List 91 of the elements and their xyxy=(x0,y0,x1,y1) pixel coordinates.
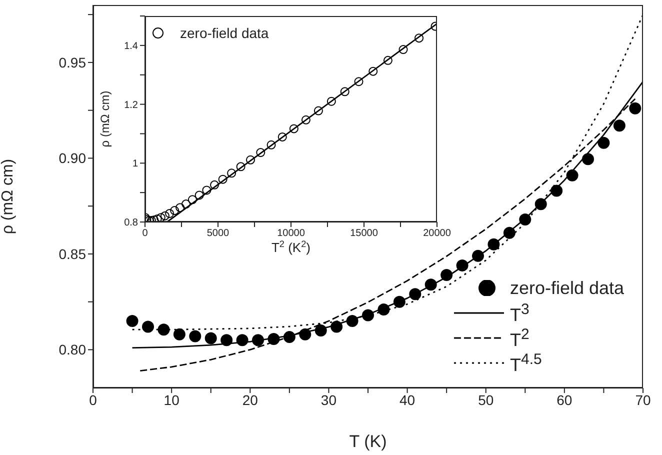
point xyxy=(424,278,437,291)
point xyxy=(126,314,138,327)
x-tick-label: 40 xyxy=(399,392,416,408)
point xyxy=(326,96,336,106)
x-tick-label: 70 xyxy=(635,392,651,408)
x-tick-label: 60 xyxy=(556,392,572,408)
point xyxy=(156,213,166,222)
point xyxy=(278,132,287,142)
x-axis-title: T (K) xyxy=(349,432,387,451)
point xyxy=(629,102,642,114)
point xyxy=(289,124,298,134)
point xyxy=(534,198,547,210)
x-tick-label: 30 xyxy=(320,392,337,408)
x-tick-label: 0 xyxy=(142,228,148,240)
legend-label: zero-field data xyxy=(180,25,269,41)
point xyxy=(393,296,406,308)
point xyxy=(550,184,563,197)
point xyxy=(152,214,162,222)
y-tick-label: 0.85 xyxy=(58,246,86,262)
x-tick-label: 20000 xyxy=(423,228,452,240)
legend-label: T$^{4.5}$ xyxy=(510,350,542,374)
legend-label: T$^{3}$ xyxy=(510,300,530,324)
y-axis-title: ρ (mΩ cm) xyxy=(98,90,112,148)
point xyxy=(266,140,276,150)
point xyxy=(202,186,212,195)
point xyxy=(299,328,312,340)
point xyxy=(204,332,217,344)
y-tick-label: 1.2 xyxy=(124,100,138,111)
point xyxy=(472,250,484,262)
y-tick-label: 1.4 xyxy=(124,40,138,52)
x-tick-label: 20 xyxy=(242,392,258,408)
point xyxy=(503,226,516,239)
x-tick-label: 5000 xyxy=(206,228,230,240)
point xyxy=(188,195,197,204)
point xyxy=(519,213,532,226)
point xyxy=(368,66,378,76)
y-tick-label: 0.95 xyxy=(58,54,86,70)
point xyxy=(170,206,180,216)
point xyxy=(160,211,170,220)
point xyxy=(314,324,327,337)
point xyxy=(598,136,610,149)
y-tick-label: 0.80 xyxy=(58,342,86,358)
point xyxy=(268,332,280,345)
point xyxy=(158,324,170,336)
point xyxy=(440,269,453,282)
point xyxy=(236,162,246,172)
point xyxy=(330,320,343,333)
point xyxy=(488,238,500,250)
point xyxy=(414,34,424,43)
point xyxy=(283,331,296,344)
point xyxy=(314,106,323,116)
point xyxy=(165,208,174,218)
point xyxy=(456,259,468,272)
x-axis-title: T$^{2}$ (K$^{2}$) xyxy=(271,239,311,255)
x-tick-label: 15000 xyxy=(350,228,378,240)
point xyxy=(220,334,233,346)
point xyxy=(613,120,626,132)
point xyxy=(173,328,186,340)
y-tick-label: 1 xyxy=(132,158,138,170)
point xyxy=(189,330,202,342)
point xyxy=(566,169,578,182)
point xyxy=(210,180,220,190)
point xyxy=(194,190,204,200)
point xyxy=(340,87,350,96)
point xyxy=(398,45,408,54)
point xyxy=(378,303,390,316)
point xyxy=(236,334,248,346)
x-tick-label: 50 xyxy=(478,392,494,408)
point xyxy=(142,320,154,333)
point xyxy=(176,203,185,212)
point xyxy=(182,200,191,209)
y-tick-label: 0.90 xyxy=(58,150,86,166)
point xyxy=(383,56,392,65)
point xyxy=(256,148,266,158)
point xyxy=(362,309,374,322)
point xyxy=(252,334,264,346)
legend-label: zero-field data xyxy=(510,278,624,298)
y-axis-title: ρ (mΩ cm) xyxy=(0,158,17,234)
point xyxy=(301,115,310,124)
point xyxy=(346,314,358,327)
x-tick-label: 10 xyxy=(164,392,180,408)
point xyxy=(582,153,594,166)
point xyxy=(354,77,364,86)
point xyxy=(409,288,422,300)
point xyxy=(246,155,255,164)
x-tick-label: 10000 xyxy=(277,228,306,240)
point xyxy=(218,174,228,184)
x-tick-label: 0 xyxy=(89,392,98,408)
point xyxy=(227,168,236,178)
legend-label: T$^{2}$ xyxy=(510,326,530,350)
y-tick-label: 0.8 xyxy=(124,218,138,229)
